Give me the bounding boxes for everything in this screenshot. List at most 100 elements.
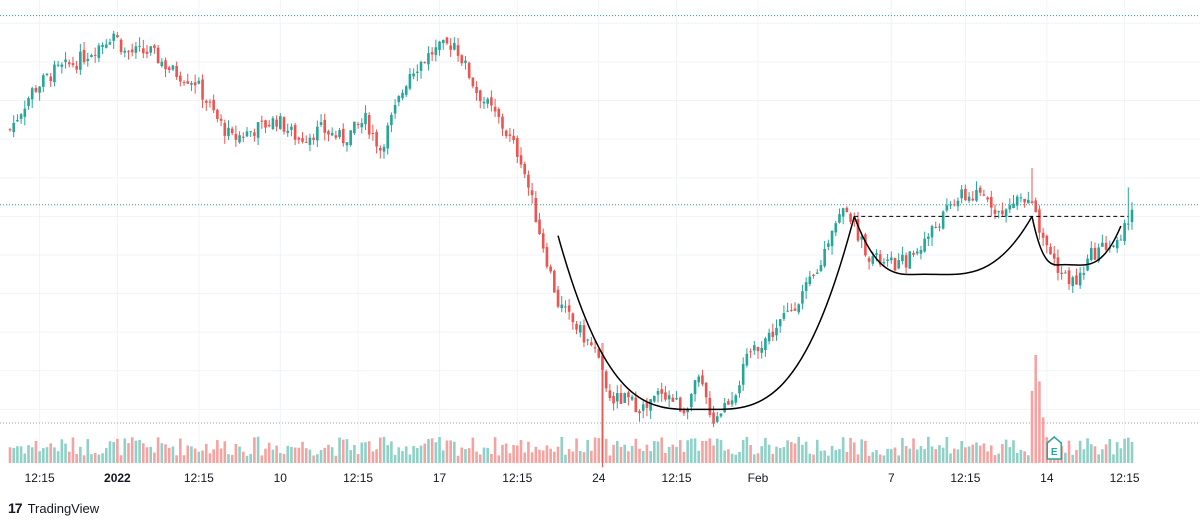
earnings-marker-icon bbox=[1046, 436, 1062, 460]
earnings-marker-label: E bbox=[1051, 447, 1058, 458]
volume-bar bbox=[145, 447, 149, 463]
candle-body bbox=[497, 108, 501, 118]
candle-body bbox=[1097, 247, 1100, 262]
candle-body bbox=[619, 392, 623, 404]
volume-bar bbox=[519, 439, 523, 463]
price-chart[interactable]: E 12:15 2022 12:15 10 12:15 17 12:15 24 12:15 Feb 7… bbox=[0, 0, 1200, 495]
volume-bar bbox=[1130, 442, 1134, 463]
candle-body bbox=[460, 55, 464, 64]
candle-body bbox=[197, 80, 201, 84]
candle-body bbox=[60, 64, 64, 67]
volume-bar bbox=[882, 455, 886, 463]
volume-bar bbox=[1064, 452, 1067, 463]
candle-body bbox=[693, 380, 697, 395]
candle-body bbox=[1052, 253, 1056, 259]
candle-body bbox=[49, 76, 53, 82]
volume-bar bbox=[901, 437, 904, 463]
volume-bar bbox=[67, 451, 71, 463]
candle-body bbox=[797, 304, 801, 313]
candle-body bbox=[38, 86, 41, 93]
volume-bar bbox=[1071, 454, 1075, 463]
volume-bar bbox=[453, 441, 456, 463]
volume-bar bbox=[208, 453, 212, 463]
candle-body bbox=[323, 119, 327, 133]
volume-bar bbox=[353, 444, 356, 463]
candle-body bbox=[1067, 270, 1071, 285]
candle-body bbox=[419, 61, 423, 71]
candle-body bbox=[427, 53, 430, 65]
candle-body bbox=[949, 204, 952, 206]
volume-bar bbox=[871, 452, 875, 463]
volume-bar bbox=[938, 445, 941, 463]
x-axis-tick-label: 17 bbox=[433, 471, 447, 485]
volume-bar bbox=[1015, 453, 1019, 463]
volume-bar bbox=[1041, 417, 1045, 463]
volume-bar bbox=[815, 439, 819, 463]
candle-body bbox=[993, 209, 997, 215]
volume-bar bbox=[267, 442, 271, 463]
volume-bar bbox=[127, 443, 130, 463]
volume-bar bbox=[1078, 440, 1082, 463]
candle-body bbox=[371, 132, 375, 134]
candle-body bbox=[67, 62, 71, 65]
volume-bar bbox=[201, 450, 204, 463]
volume-bar bbox=[8, 447, 12, 463]
volume-bar bbox=[501, 444, 504, 463]
volume-bar bbox=[427, 439, 430, 463]
volume-bar bbox=[993, 455, 997, 463]
candle-body bbox=[678, 397, 682, 412]
volume-bar bbox=[615, 441, 619, 463]
candle-body bbox=[645, 401, 649, 408]
candle-body bbox=[553, 270, 556, 293]
volume-bar bbox=[408, 454, 412, 463]
volume-bar bbox=[230, 454, 234, 463]
candle-body bbox=[1038, 209, 1041, 233]
candle-body bbox=[327, 131, 330, 135]
volume-bar bbox=[593, 437, 597, 463]
candle-body bbox=[934, 226, 938, 228]
candle-body bbox=[634, 397, 638, 413]
volume-bar bbox=[234, 444, 238, 463]
candle-body bbox=[730, 400, 734, 405]
volume-bar bbox=[478, 454, 482, 463]
candle-body bbox=[664, 392, 667, 400]
candle-body bbox=[793, 308, 797, 311]
volume-bar bbox=[486, 447, 489, 463]
candle-body bbox=[530, 190, 534, 196]
volume-bar bbox=[941, 447, 945, 463]
candle-body bbox=[986, 197, 989, 200]
volume-bar bbox=[123, 438, 127, 463]
candle-body bbox=[356, 123, 360, 125]
candle-body bbox=[227, 127, 230, 137]
candle-body bbox=[97, 45, 101, 59]
volume-bar bbox=[482, 447, 486, 463]
volume-bar bbox=[697, 450, 701, 463]
volume-bar bbox=[197, 451, 201, 463]
volume-bar bbox=[341, 439, 345, 463]
candle-body bbox=[1078, 272, 1082, 286]
volume-bar bbox=[171, 446, 175, 463]
volume-bar bbox=[360, 442, 364, 463]
candle-body bbox=[23, 108, 27, 117]
candle-body bbox=[523, 163, 527, 175]
volume-bar bbox=[986, 451, 989, 463]
volume-bar bbox=[604, 438, 608, 463]
candle-body bbox=[1045, 235, 1049, 246]
volume-bar bbox=[312, 455, 315, 463]
volume-bar bbox=[27, 445, 30, 463]
candle-body bbox=[767, 332, 771, 342]
candle-body bbox=[286, 130, 290, 133]
candle-body bbox=[160, 61, 164, 67]
candle-body bbox=[512, 135, 515, 141]
candle-body bbox=[464, 60, 467, 63]
volume-bar bbox=[42, 448, 45, 463]
candle-body bbox=[1012, 203, 1015, 208]
candle-body bbox=[34, 87, 38, 92]
candle-body bbox=[1034, 200, 1038, 213]
candle-body bbox=[382, 146, 386, 152]
candle-body bbox=[445, 37, 449, 44]
chart-area[interactable]: E 12:15 2022 12:15 10 12:15 17 12:15 24 12:15 Feb 7… bbox=[0, 0, 1200, 495]
volume-bar bbox=[952, 448, 956, 463]
volume-bar bbox=[856, 454, 860, 463]
candle-body bbox=[260, 120, 264, 122]
